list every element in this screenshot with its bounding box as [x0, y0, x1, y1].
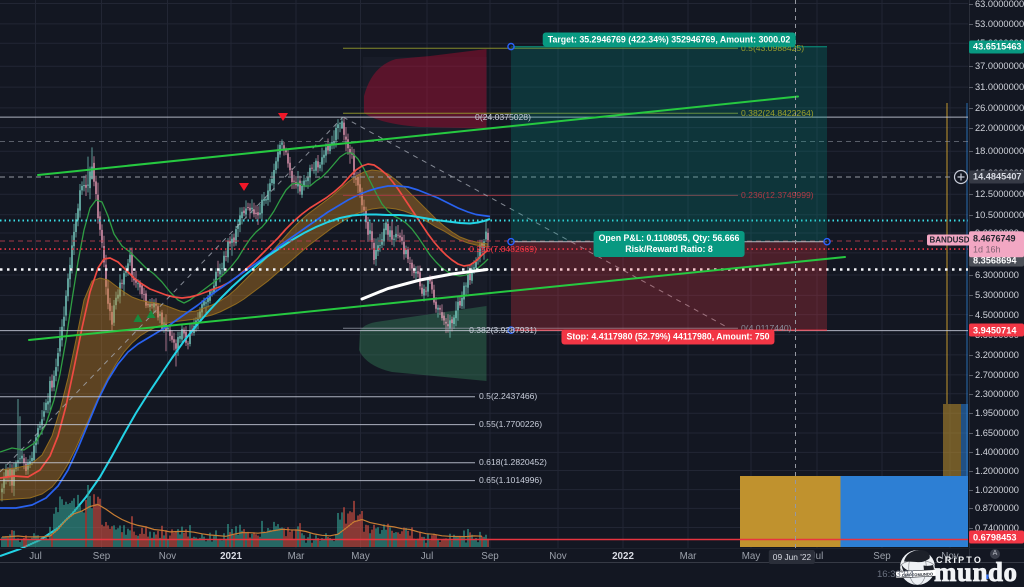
time-axis-label: Mar	[679, 551, 697, 562]
sell-arrow-marker[interactable]	[278, 113, 288, 121]
price-axis-tick: 1.0200000	[969, 484, 1019, 495]
time-axis-label: May	[741, 551, 761, 562]
price-axis-tick: 18.0000000	[968, 146, 1024, 157]
sell-arrow-marker[interactable]	[239, 183, 249, 191]
price-axis-tick: 1.6500000	[969, 427, 1019, 438]
fib-trend-dashed-line[interactable]	[0, 116, 344, 473]
time-axis-label: 2021	[220, 551, 242, 562]
red-projection-blob[interactable]	[364, 49, 487, 129]
volume-ma-line	[1, 503, 483, 538]
blue-box[interactable]	[840, 476, 969, 547]
price-axis-tick: 0.8700000	[969, 503, 1019, 514]
ema-mid[interactable]	[0, 163, 489, 479]
tag-low: 0.6798453	[969, 530, 1024, 544]
time-axis-label: Sep	[481, 551, 499, 562]
price-axis-tick: 1.2000000	[969, 465, 1019, 476]
price-axis-tick: 2.7000000	[969, 369, 1019, 380]
tag-alert: 14.4845407	[969, 170, 1024, 184]
buy-arrow-marker[interactable]	[133, 314, 143, 322]
price-axis-tick: 22.0000000	[968, 122, 1024, 133]
price-axis-tick: 10.5000000	[968, 209, 1024, 220]
future-boxes[interactable]	[740, 103, 968, 547]
position-tool-handle[interactable]	[507, 237, 515, 246]
price-axis-tick: 1.4000000	[969, 447, 1019, 458]
long-position-tool[interactable]	[507, 42, 831, 335]
ema-slow[interactable]	[0, 185, 491, 509]
fib-extension-lines[interactable]	[343, 47, 738, 329]
time-axis-label: May	[351, 551, 370, 562]
add-alert-plus-icon[interactable]	[953, 169, 969, 185]
price-axis-tick: 53.0000000	[968, 18, 1024, 29]
time-axis-label: 2022	[612, 551, 634, 562]
buy-arrow-marker[interactable]	[146, 310, 156, 318]
bar-countdown: 1d 16h	[973, 244, 1001, 255]
tag-stop: 3.9450714	[969, 323, 1024, 337]
price-axis-tick: 3.2000000	[969, 349, 1019, 360]
tag-target: 43.6515463	[969, 40, 1024, 54]
price-axis-tick: 63.0000000	[968, 0, 1024, 9]
volume-series	[1, 485, 489, 547]
signal-markers[interactable]	[133, 113, 289, 322]
symbol-name-tag: BANDUSD	[927, 234, 972, 246]
green-projection-blob[interactable]	[359, 306, 487, 381]
price-axis-tick: 6.3000000	[969, 269, 1019, 280]
fib-retracement-lines[interactable]	[0, 116, 968, 482]
watermark-blue-dot	[984, 574, 989, 579]
time-axis-label: Mar	[287, 551, 305, 562]
time-axis-label: Nov	[158, 551, 177, 562]
svg-text:CRIPTOMUNDO: CRIPTOMUNDO	[902, 571, 933, 577]
candlestick-series	[1, 117, 489, 502]
price-axis-tick: 5.3000000	[969, 290, 1019, 301]
price-axis-tick: 1.9500000	[969, 408, 1019, 419]
blue-box-small[interactable]	[961, 404, 968, 476]
time-axis-label: Nov	[549, 551, 567, 562]
channel-upper[interactable]	[37, 95, 799, 176]
time-axis-label: Sep	[92, 551, 111, 562]
fib-trend-dashed-line[interactable]	[342, 116, 726, 327]
ema-fast[interactable]	[0, 152, 489, 453]
price-axis-tick: 12.5000000	[968, 189, 1024, 200]
time-axis-label: Jul	[420, 551, 434, 562]
position-tool-handle[interactable]	[507, 326, 515, 335]
price-axis-tick: 31.0000000	[968, 82, 1024, 93]
white-curve[interactable]	[360, 268, 489, 301]
profit-zone[interactable]	[511, 46, 827, 242]
position-tool-handle[interactable]	[823, 237, 831, 246]
time-axis-label: Jul	[29, 551, 42, 562]
channel-lower[interactable]	[28, 256, 846, 341]
price-axis-tick: 4.5000000	[969, 309, 1019, 320]
time-axis-label: Sep	[873, 551, 891, 562]
time-axis-label: Nov	[941, 551, 959, 562]
price-axis-tick: 37.0000000	[968, 61, 1024, 72]
time-axis-label: Jul	[810, 551, 824, 562]
price-axis-tick: 0.7400000	[969, 522, 1019, 533]
price-axis-tick: 26.0000000	[968, 102, 1024, 113]
yellow-box[interactable]	[740, 476, 841, 547]
last-price-tag: 8.4676749 1d 16h	[969, 231, 1024, 257]
yellow-box-small[interactable]	[943, 404, 961, 476]
last-price-value: 8.4676749	[973, 232, 1016, 243]
position-tool-handle[interactable]	[507, 42, 515, 51]
tag-entry: 8.3568694	[969, 253, 1024, 267]
watermark-globe-icon: CRIPTOMUNDO	[895, 549, 989, 586]
price-axis-tick: 2.3000000	[969, 388, 1019, 399]
